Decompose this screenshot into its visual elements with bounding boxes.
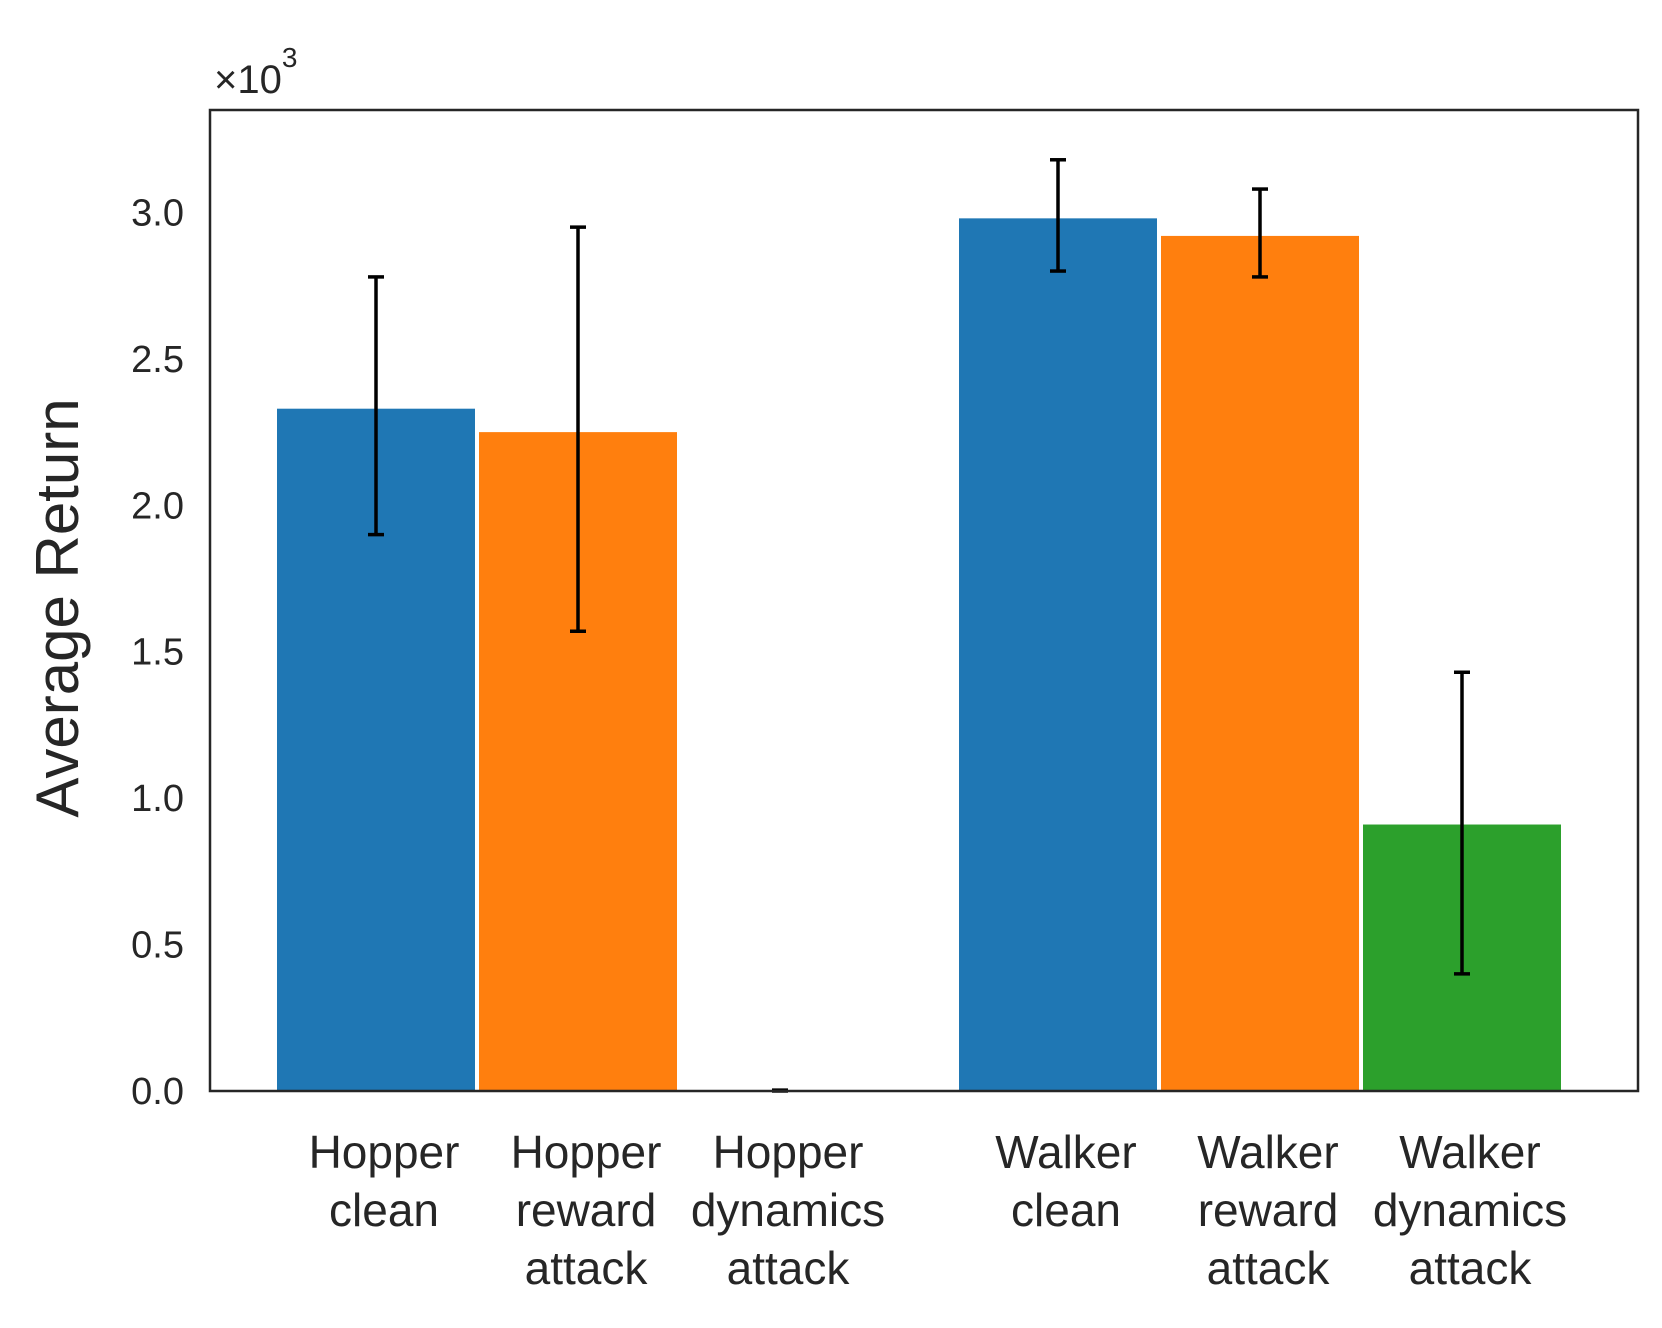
error-bar — [368, 275, 384, 537]
y-tick-label: 0.0 — [131, 1071, 184, 1113]
bar — [959, 218, 1157, 1092]
error-bar — [1252, 187, 1268, 279]
y-tick-label: 0.5 — [131, 925, 184, 967]
y-ticks-layer: 0.0 0.5 1.0 1.5 2.0 2.5 3.0 — [131, 192, 184, 1113]
error-bar — [1050, 158, 1066, 273]
y-tick-label: 1.5 — [131, 632, 184, 674]
y-tick-label: 2.0 — [131, 485, 184, 527]
x-category-label: Hopper clean — [309, 1126, 460, 1236]
error-bar — [570, 225, 586, 633]
y-axis-title: Average Return — [24, 398, 91, 817]
y-tick-label: 2.5 — [131, 339, 184, 381]
plot-frame — [208, 108, 1640, 1093]
y-tick-label: 3.0 — [131, 192, 184, 234]
y-scale-base: ×10 — [214, 58, 282, 102]
bars-layer — [277, 218, 1561, 1092]
y-scale-exponent: 3 — [282, 42, 298, 73]
x-category-label: Walker dynamics attack — [1373, 1126, 1567, 1294]
bar — [1161, 235, 1359, 1091]
error-bars-layer — [368, 158, 1470, 1093]
x-category-label: Hopper reward attack — [511, 1126, 662, 1294]
x-category-label: Hopper dynamics attack — [691, 1126, 885, 1294]
x-category-label: Walker clean — [995, 1126, 1136, 1236]
y-tick-label: 1.0 — [131, 778, 184, 820]
x-category-label: Walker reward attack — [1197, 1126, 1338, 1294]
y-scale-multiplier: ×103 — [214, 42, 297, 102]
error-bar — [1454, 670, 1470, 976]
